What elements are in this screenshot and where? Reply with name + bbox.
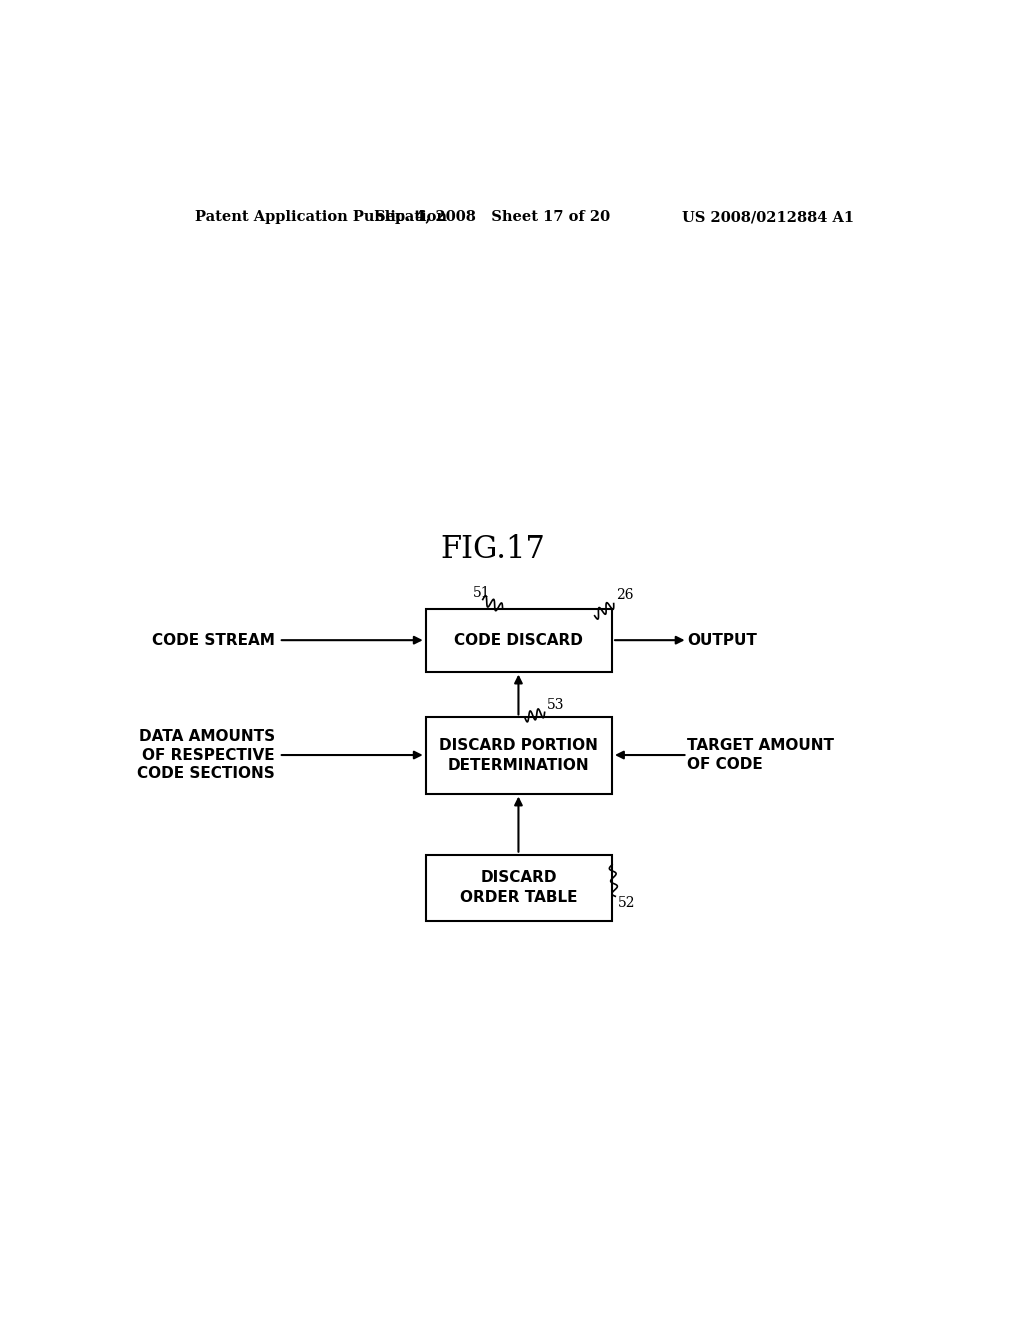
- Text: FIG.17: FIG.17: [440, 535, 546, 565]
- FancyBboxPatch shape: [426, 854, 612, 921]
- Text: 53: 53: [547, 698, 564, 713]
- Text: CODE DISCARD: CODE DISCARD: [455, 632, 584, 648]
- Text: DATA AMOUNTS
OF RESPECTIVE
CODE SECTIONS: DATA AMOUNTS OF RESPECTIVE CODE SECTIONS: [137, 729, 274, 781]
- Text: DISCARD
ORDER TABLE: DISCARD ORDER TABLE: [460, 870, 578, 906]
- Text: Sep. 4, 2008   Sheet 17 of 20: Sep. 4, 2008 Sheet 17 of 20: [376, 210, 610, 224]
- Text: TARGET AMOUNT
OF CODE: TARGET AMOUNT OF CODE: [687, 738, 835, 772]
- FancyBboxPatch shape: [426, 718, 612, 793]
- FancyBboxPatch shape: [426, 609, 612, 672]
- Text: OUTPUT: OUTPUT: [687, 632, 758, 648]
- Text: US 2008/0212884 A1: US 2008/0212884 A1: [682, 210, 854, 224]
- Text: CODE STREAM: CODE STREAM: [152, 632, 274, 648]
- Text: 26: 26: [616, 589, 634, 602]
- Text: 52: 52: [617, 896, 635, 911]
- Text: DISCARD PORTION
DETERMINATION: DISCARD PORTION DETERMINATION: [439, 738, 598, 774]
- Text: 51: 51: [473, 586, 490, 601]
- Text: Patent Application Publication: Patent Application Publication: [196, 210, 447, 224]
